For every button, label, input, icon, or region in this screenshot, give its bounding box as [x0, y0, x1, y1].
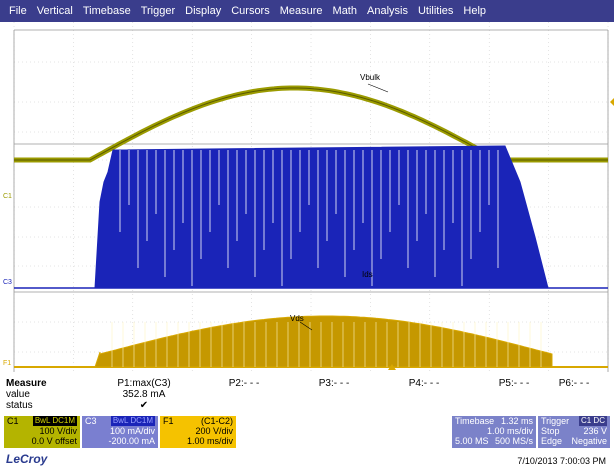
- menu-math[interactable]: Math: [332, 5, 357, 17]
- descriptor-f1-scale: 200 V/div: [195, 426, 233, 436]
- trigger-label: Trigger: [541, 416, 570, 426]
- c1-waveform-core: [14, 87, 608, 161]
- channel-descriptors: C1 BwL DC1M 100 V/div 0.0 V offset C3 Bw…: [0, 416, 614, 450]
- f1-envelope: [94, 315, 553, 368]
- measure-value-label: value: [6, 389, 30, 400]
- waveform-display[interactable]: Vbulk Ids Vds C1 C3 F1: [0, 22, 614, 374]
- menu-timebase[interactable]: Timebase: [82, 5, 131, 17]
- timestamp: 7/10/2013 7:00:03 PM: [517, 456, 606, 466]
- trigger-slope: Negative: [571, 436, 607, 446]
- param-p1-value: 352.8 mA: [122, 389, 166, 400]
- menu-bar: File Vertical Timebase Trigger Display Cursor…: [0, 0, 614, 22]
- menu-trigger[interactable]: Trigger: [140, 5, 176, 17]
- descriptor-c3-scale: 100 mA/div: [109, 426, 155, 436]
- menu-analysis[interactable]: Analysis: [367, 5, 408, 17]
- param-p6-name[interactable]: P6:- - -: [558, 378, 590, 389]
- descriptor-f1-name: F1: [163, 416, 174, 426]
- grid-dividers: [13, 29, 609, 372]
- descriptor-c1-scale: 100 V/div: [39, 426, 77, 436]
- timebase-samples: 5.00 MS: [455, 436, 489, 446]
- trigger-level-marker: [610, 98, 614, 106]
- descriptor-c3[interactable]: C3 BwL DC1M 100 mA/div -200.00 mA: [82, 416, 158, 448]
- trigger-level: 236 V: [583, 426, 607, 436]
- marker-f1: F1: [3, 360, 11, 367]
- timebase-delay: 1.32 ms: [500, 416, 533, 426]
- measure-panel: Measure value status P1:max(C3) 352.8 mA…: [0, 376, 614, 414]
- marker-c1: C1: [3, 193, 12, 200]
- measure-title: Measure: [6, 378, 47, 389]
- menu-vertical[interactable]: Vertical: [36, 5, 73, 17]
- descriptor-timebase[interactable]: Timebase 1.32 ms 1.00 ms/div 5.00 MS 500…: [452, 416, 536, 448]
- menu-cursors[interactable]: Cursors: [231, 5, 270, 17]
- param-p2-name[interactable]: P2:- - -: [228, 378, 260, 389]
- trigger-source-chip: C1 DC: [578, 416, 607, 426]
- lecroy-logo: LeCroy: [6, 452, 48, 466]
- vds-label-pointer: [299, 321, 313, 331]
- descriptor-c1-chips: BwL DC1M: [32, 416, 77, 426]
- param-p3-name[interactable]: P3:- - -: [318, 378, 350, 389]
- trigger-position-marker: [388, 364, 396, 370]
- marker-c3: C3: [3, 279, 12, 286]
- descriptor-c3-chips: BwL DC1M: [110, 416, 155, 426]
- trigger-type: Edge: [541, 436, 563, 446]
- menu-utilities[interactable]: Utilities: [417, 5, 454, 17]
- descriptor-c1-offset: 0.0 V offset: [31, 436, 77, 446]
- timebase-label: Timebase: [455, 416, 495, 426]
- trace-label-vds: Vds: [290, 314, 304, 323]
- trace-f1-vds: [14, 315, 608, 368]
- trace-c3-ids: [14, 145, 608, 289]
- descriptor-c3-offset: -200.00 mA: [108, 436, 155, 446]
- timebase-rate: 500 MS/s: [494, 436, 533, 446]
- param-p4-name[interactable]: P4:- - -: [408, 378, 440, 389]
- descriptor-f1-timescale: 1.00 ms/div: [186, 436, 233, 446]
- timebase-per-div: 1.00 ms/div: [486, 426, 533, 436]
- descriptor-f1[interactable]: F1 (C1-C2) 200 V/div 1.00 ms/div: [160, 416, 236, 448]
- descriptor-f1-formula: (C1-C2): [200, 416, 233, 426]
- trace-label-ids: Ids: [362, 270, 373, 279]
- param-p5-name[interactable]: P5:- - -: [498, 378, 530, 389]
- menu-file[interactable]: File: [9, 5, 27, 17]
- menu-help[interactable]: Help: [463, 5, 487, 17]
- param-p1-status: ✔: [139, 400, 149, 411]
- menu-measure[interactable]: Measure: [279, 5, 323, 17]
- descriptor-trigger[interactable]: Trigger C1 DC Stop 236 V Edge Negative: [538, 416, 610, 448]
- param-p1-name[interactable]: P1:max(C3): [117, 378, 171, 389]
- descriptor-c1[interactable]: C1 BwL DC1M 100 V/div 0.0 V offset: [4, 416, 80, 448]
- trigger-mode: Stop: [541, 426, 560, 436]
- trace-label-vbulk: Vbulk: [360, 73, 381, 82]
- waveform-svg: Vbulk Ids Vds C1 C3 F1: [3, 22, 614, 374]
- menu-display[interactable]: Display: [185, 5, 222, 17]
- trace-c1-vbulk: [14, 85, 608, 163]
- measure-status-label: status: [6, 400, 33, 411]
- vbulk-label-pointer: [367, 83, 389, 93]
- descriptor-c3-name: C3: [85, 416, 97, 426]
- descriptor-c1-name: C1: [7, 416, 19, 426]
